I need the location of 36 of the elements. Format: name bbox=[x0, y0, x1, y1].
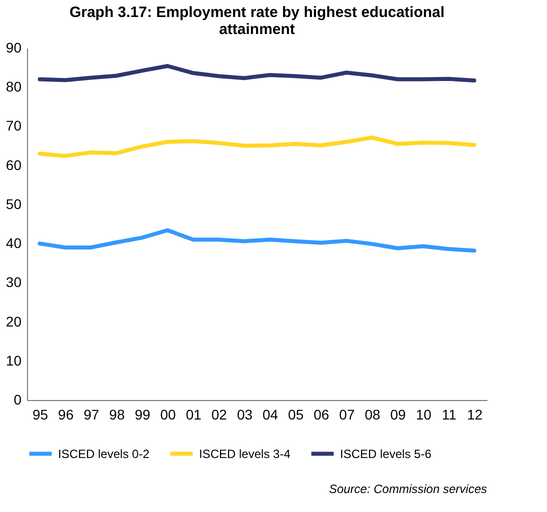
y-tick-label: 30 bbox=[6, 274, 22, 290]
x-tick-label: 99 bbox=[134, 406, 150, 422]
y-tick-label: 70 bbox=[6, 118, 22, 134]
x-tick-label: 03 bbox=[236, 406, 253, 422]
y-tick-label: 80 bbox=[6, 78, 22, 95]
x-tick-label: 01 bbox=[186, 406, 202, 422]
y-tick-label: 90 bbox=[6, 40, 22, 56]
x-tick-label: 95 bbox=[32, 406, 48, 422]
x-tick-label: 07 bbox=[339, 406, 355, 422]
y-tick-label: 50 bbox=[6, 196, 22, 212]
y-tick-label: 60 bbox=[6, 156, 22, 173]
x-tick-label: 08 bbox=[364, 406, 380, 422]
y-tick-label: 20 bbox=[6, 313, 22, 330]
x-tick-label: 02 bbox=[211, 406, 228, 422]
line-series bbox=[38, 136, 476, 158]
x-tick-label: 05 bbox=[288, 406, 304, 422]
x-tick-label: 00 bbox=[160, 406, 176, 422]
x-tick-label: 06 bbox=[314, 406, 330, 422]
x-tick-label: 97 bbox=[84, 406, 100, 422]
x-tick-label: 10 bbox=[416, 406, 432, 422]
chart-title: Graph 3.17: Employment rate by highest educational attainment bbox=[69, 4, 445, 38]
y-tick-label: 0 bbox=[14, 392, 22, 408]
legend-label: ISCED levels 5-6 bbox=[340, 446, 432, 461]
x-tick-label: 04 bbox=[262, 406, 278, 422]
x-tick-label: 12 bbox=[466, 406, 483, 422]
source-note: Source: Commission services bbox=[328, 482, 487, 496]
x-tick-label: 96 bbox=[58, 406, 74, 422]
x-tick-label: 09 bbox=[390, 406, 406, 422]
y-tick-label: 40 bbox=[6, 235, 22, 252]
y-tick-label: 10 bbox=[6, 352, 22, 368]
legend-label: ISCED levels 3-4 bbox=[199, 446, 291, 461]
line-series bbox=[38, 64, 476, 82]
x-tick-label: 11 bbox=[442, 406, 457, 422]
x-tick-label: 98 bbox=[109, 406, 125, 422]
line-series bbox=[38, 228, 476, 253]
legend-label: ISCED levels 0-2 bbox=[58, 446, 150, 461]
